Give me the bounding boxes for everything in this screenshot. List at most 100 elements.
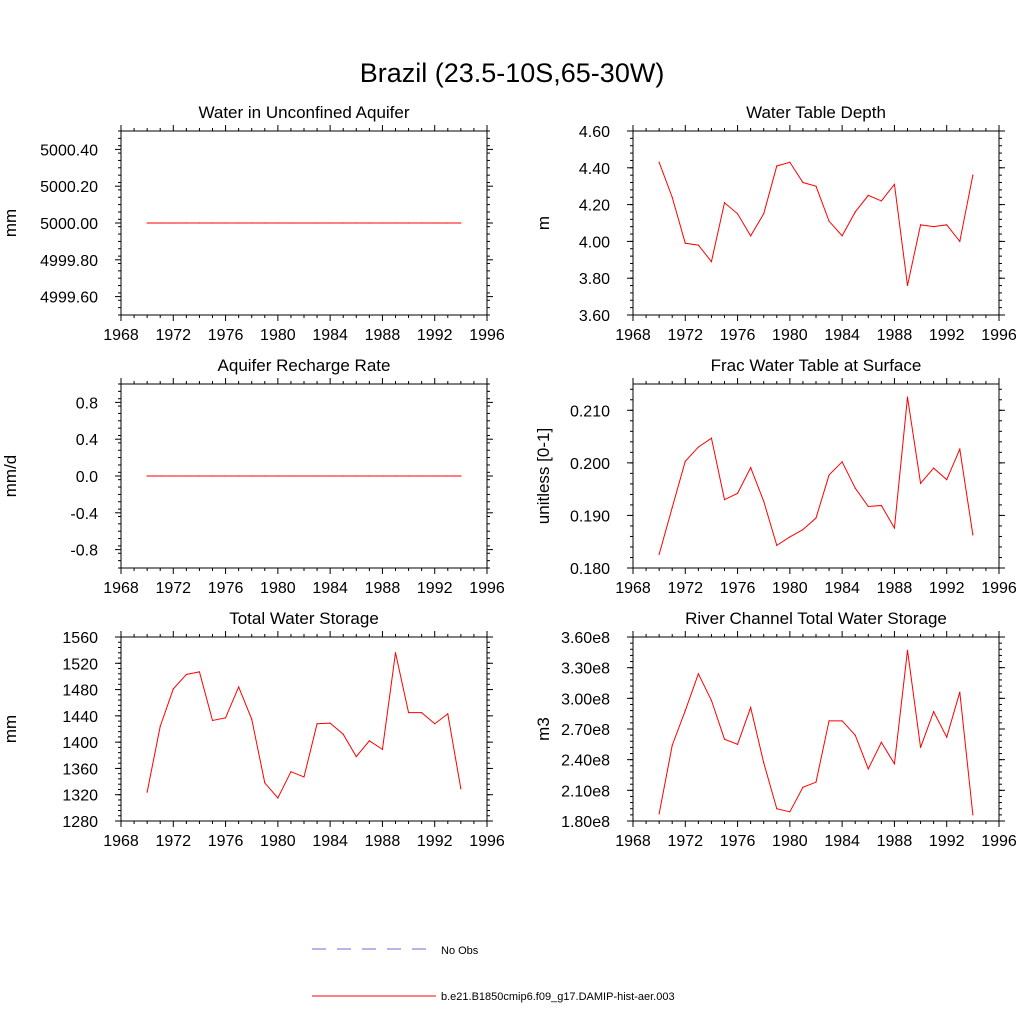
y-tick-label: 3.00e8 [561,691,610,708]
y-tick-label: 2.70e8 [561,722,610,739]
x-tick-label: 1988 [365,833,401,850]
data-point [789,161,791,163]
data-point [394,652,397,654]
data-point [750,466,752,469]
plot-frame [120,636,488,822]
x-tick-label: 1968 [615,327,651,344]
data-point [224,475,227,477]
data-point [893,527,896,529]
data-point [841,720,843,722]
y-tick-label: 4999.60 [40,290,98,307]
data-point [763,762,765,764]
data-point [828,474,830,476]
data-point [658,813,660,815]
data-point [723,499,726,501]
series-line [658,650,974,815]
data-point [723,202,726,204]
x-tick-label: 1976 [208,833,244,850]
data-point [251,475,253,477]
x-tick-label: 1976 [720,833,756,850]
data-point [854,734,856,736]
chart-panel-4: Frac Water Table at Surface 1968 1972 1976 1… [534,356,1017,597]
x-tick-label: 1992 [417,580,453,597]
data-point [251,222,253,224]
x-tick-label: 1976 [208,327,244,344]
data-point [146,222,148,224]
data-point [841,461,843,463]
data-point [906,649,909,651]
data-point [802,181,804,184]
data-point [290,771,292,773]
data-point [671,744,673,746]
data-point [198,671,201,673]
data-point [972,814,974,816]
y-tick-label: 1280 [62,814,98,831]
data-point [381,222,384,224]
data-point [434,475,436,477]
data-point [368,222,370,224]
y-axis-label: unitless [0-1] [534,428,553,524]
data-point [736,213,739,215]
data-point [185,222,187,224]
plot-frame [632,130,1000,316]
data-point [290,222,292,224]
data-point [828,720,830,722]
y-tick-label: 1320 [62,788,98,805]
data-point [972,534,974,536]
data-point [368,475,370,477]
data-point [381,748,384,750]
data-point [172,222,174,224]
data-point [434,222,436,224]
x-tick-label: 1980 [260,833,296,850]
x-tick-label: 1992 [929,327,965,344]
data-point [277,222,279,224]
data-point [867,505,869,508]
data-point [421,222,423,224]
data-point [159,222,161,224]
data-point [224,222,227,224]
chart-title: Aquifer Recharge Rate [218,356,391,375]
data-point [658,553,660,555]
series-line [146,652,462,799]
y-tick-label: 1480 [62,683,98,700]
data-point [946,224,948,226]
y-tick-label: 3.80 [579,271,610,288]
data-point [264,782,266,784]
data-point [710,437,713,439]
x-tick-label: 1976 [720,580,756,597]
data-point [303,475,305,477]
chart-panel-2: Water Table Depth 1968 1972 1976 1980 1984 198… [534,103,1017,344]
x-tick-label: 1984 [824,833,860,850]
x-tick-label: 1996 [469,327,505,344]
data-point [736,743,739,745]
data-point [277,797,279,799]
y-tick-label: 5000.40 [40,142,98,159]
y-tick-label: 3.60e8 [561,630,610,647]
y-axis-label: m3 [534,717,553,741]
y-tick-label: 4.40 [579,161,610,178]
data-point [671,196,673,198]
chart-panel-5: Total Water Storage 1968 1972 1976 1980 1984 1… [1,609,505,850]
x-tick-label: 1984 [312,327,348,344]
x-tick-label: 1972 [155,833,191,850]
data-point [933,467,935,469]
data-point [434,723,436,725]
data-point [421,475,423,477]
data-point [763,500,765,502]
data-point [919,746,922,749]
x-tick-label: 1972 [667,327,703,344]
y-tick-label: 1360 [62,761,98,778]
x-tick-label: 1968 [615,833,651,850]
x-tick-label: 1988 [877,327,913,344]
data-point [211,222,214,224]
x-tick-label: 1972 [155,327,191,344]
y-tick-label: -0.4 [70,506,98,523]
legend-entry-model: b.e21.B1850cmip6.f09_g17.DAMIP-hist-aer.… [312,991,675,1003]
data-point [906,284,909,287]
panels: Water in Unconfined Aquifer 1968 1972 1976 1… [1,103,1017,850]
y-tick-label: 4.20 [579,198,610,215]
data-point [959,691,961,693]
data-point [198,475,201,477]
data-point [421,711,423,714]
